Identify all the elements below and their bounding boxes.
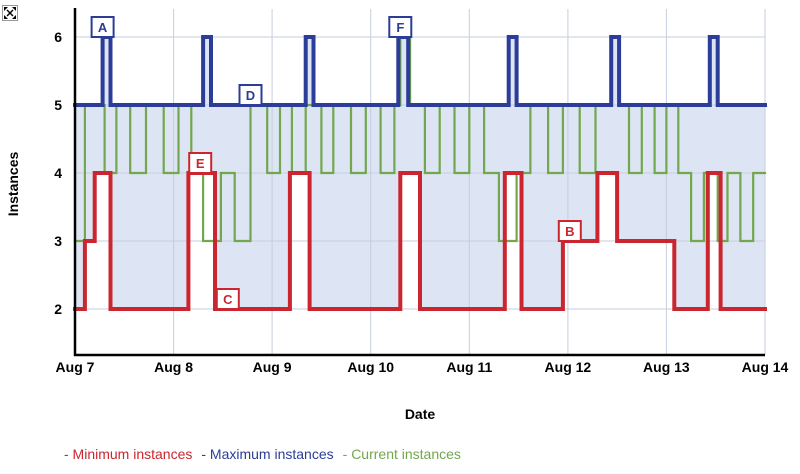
marker-F: F [388,16,413,38]
marker-label: A [98,20,108,35]
marker-B: B [557,220,582,242]
marker-label: E [196,156,205,171]
legend-item-current-instances: - Current instances [342,446,461,462]
y-tick-label: 6 [54,29,62,45]
legend: - Minimum instances - Maximum instances - … [64,446,470,462]
instances-chart: 2 3 4 5 6 Aug 7 Aug 8 Aug 9 Aug 10 Aug 11 Aug 12 Au… [54,8,789,375]
max-instances-line [73,35,767,107]
expand-icon[interactable] [2,5,18,21]
marker-box [188,152,213,174]
x-tick-label: Aug 8 [154,359,193,375]
y-tick-label: 5 [54,97,62,113]
marker-D: D [238,84,263,106]
marker-label: D [246,88,255,103]
marker-A: A [90,16,115,38]
legend-item-minimum-instances: - Minimum instances [64,446,193,462]
x-tick-label: Aug 9 [253,359,292,375]
x-tick-label: Aug 12 [545,359,592,375]
marker-label: B [565,224,574,239]
marker-box [388,16,413,38]
x-tick-label: Aug 11 [446,359,492,375]
marker-box [90,16,115,38]
expand-arrows-glyph [2,5,18,21]
min-instances-line [73,171,767,311]
x-tick-label: Aug 10 [347,359,394,375]
y-tick-label: 3 [54,233,62,249]
legend-item-maximum-instances: - Maximum instances [201,446,334,462]
marker-label: C [223,292,233,307]
x-axis-title: Date [404,406,436,422]
y-tick-label: 2 [54,301,62,317]
marker-box [238,84,263,106]
marker-box [215,288,240,310]
marker-box [557,220,582,242]
y-tick-label: 4 [54,165,62,181]
x-tick-label: Aug 7 [56,359,95,375]
marker-E: E [188,152,213,174]
x-tick-label: Aug 14 [742,359,789,375]
x-tick-label: Aug 13 [643,359,690,375]
marker-label: F [396,20,404,35]
marker-C: C [215,288,240,310]
